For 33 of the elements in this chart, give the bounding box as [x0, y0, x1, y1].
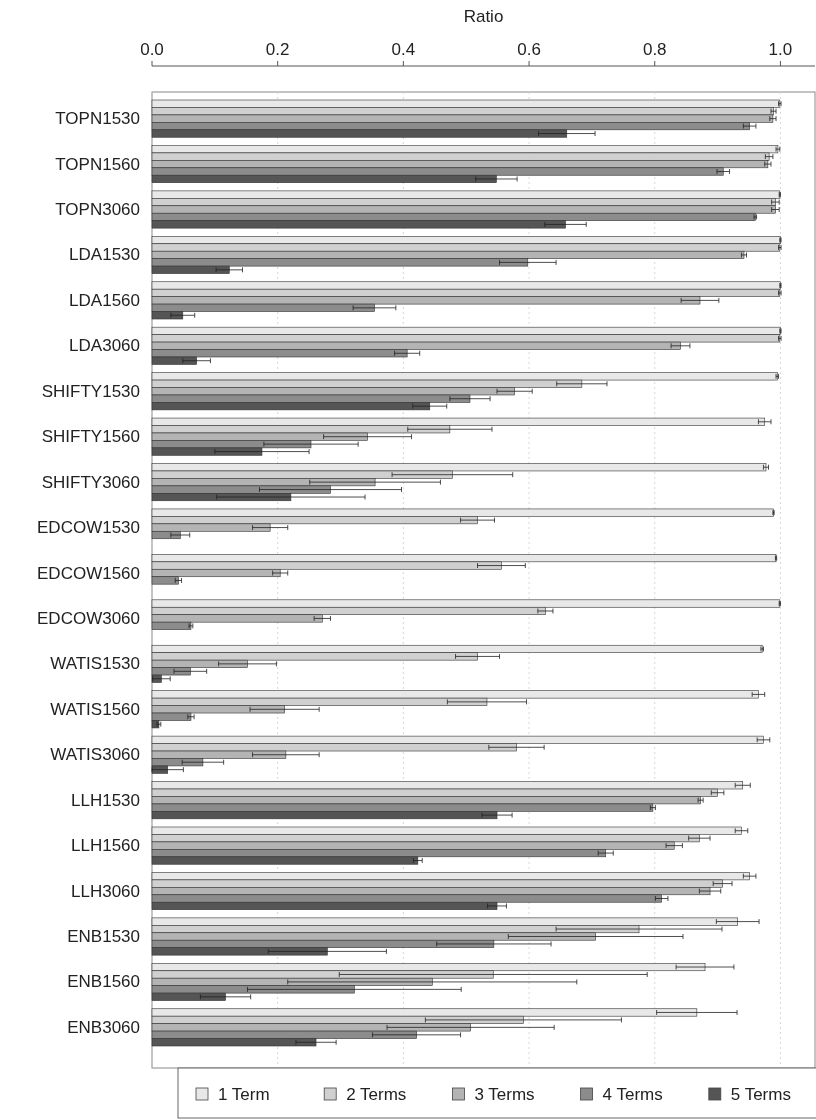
- y-tick-label: WATIS1560: [50, 699, 140, 719]
- legend-label: 4 Terms: [602, 1084, 663, 1104]
- x-tick-label: 0.0: [140, 40, 164, 59]
- y-tick-label: LLH1560: [70, 836, 140, 856]
- y-tick-label: EDCOW3060: [37, 608, 140, 628]
- y-tick-label: ENB3060: [67, 1017, 140, 1037]
- y-tick-label: ENB1530: [67, 927, 140, 946]
- y-tick-label: LLH1530: [70, 790, 140, 810]
- x-tick-label: 0.8: [642, 40, 667, 59]
- x-tick-label: 1.0: [768, 40, 793, 59]
- x-tick-label: 0.4: [391, 40, 416, 59]
- y-tick-label: SHIFTY1560: [41, 427, 140, 447]
- y-tick-label: WATIS1530: [50, 654, 140, 674]
- y-tick-label: LDA1560: [69, 290, 140, 310]
- y-tick-label: SHIFTY3060: [41, 472, 140, 492]
- y-tick-label: LDA1530: [69, 245, 140, 265]
- y-tick-label: TOPN1560: [55, 154, 140, 174]
- legend-label: 2 Terms: [346, 1084, 407, 1104]
- y-tick-label: TOPN1530: [55, 109, 140, 129]
- y-tick-label: LDA3060: [69, 336, 140, 356]
- x-tick-label: 0.2: [265, 40, 290, 59]
- y-tick-label: ENB1560: [67, 972, 140, 992]
- y-tick-label: LLH3060: [70, 881, 140, 901]
- legend-label: 5 Terms: [730, 1084, 791, 1104]
- y-tick-label: TOPN3060: [55, 200, 140, 219]
- y-tick-label: WATIS3060: [50, 745, 140, 765]
- y-tick-label: EDCOW1560: [37, 563, 140, 583]
- x-tick-label: 0.6: [517, 40, 541, 59]
- y-tick-label: EDCOW1530: [37, 518, 140, 538]
- x-axis-title: Ratio: [463, 7, 504, 26]
- legend-label: 3 Terms: [474, 1084, 535, 1104]
- legend-label: 1 Term: [218, 1084, 270, 1104]
- y-tick-label: SHIFTY1530: [41, 381, 140, 401]
